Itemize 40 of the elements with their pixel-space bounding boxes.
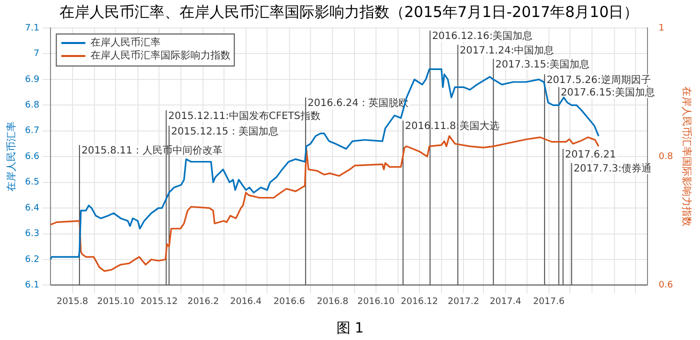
y-tick-label: 6.5: [24, 178, 40, 188]
x-tick-label: 2016.8: [316, 296, 349, 307]
x-tick-label: 2017.4: [490, 296, 522, 307]
x-tick-label: 2016.10: [357, 296, 395, 307]
ref-line-label: 2017.5.26:逆周期因子: [546, 74, 651, 86]
y-tick-label: 6.6: [24, 152, 40, 162]
ref-line-label: 2016.12.16:美国加息: [432, 30, 533, 42]
ref-line-label: 2017.7.3:债券通: [574, 162, 652, 175]
x-tick-label: 2017.2: [448, 296, 480, 307]
legend-label: 在岸人民币汇率国际影响力指数: [90, 50, 230, 62]
x-tick-label: 2016.12: [400, 296, 438, 307]
x-tick-label: 2015.10: [97, 296, 135, 307]
y-tick-label: 6.8: [24, 100, 40, 111]
x-tick-label: 2016.2: [187, 296, 219, 307]
ref-line-label: 2017.6.21: [565, 149, 616, 160]
y-tick-label: 6.3: [24, 229, 40, 240]
y-axis-title: 在岸人民币汇率: [6, 122, 18, 192]
x-tick-label: 2016.6: [274, 296, 306, 307]
y-tick-label: 6.9: [24, 74, 40, 85]
x-tick-label: 2015.8: [56, 296, 88, 307]
x-tick-label: 2015.12: [140, 296, 178, 307]
y-tick-label: 7.1: [24, 23, 40, 34]
y-tick-label: 7: [34, 49, 40, 60]
y-tick-label: 6.4: [24, 203, 40, 214]
ref-line-label: 2017.1.24:中国加息: [460, 44, 554, 56]
y2-tick-label: 0.8: [658, 152, 674, 162]
x-tick-label: 2016.4: [230, 296, 262, 307]
y-tick-label: 6.2: [24, 254, 40, 265]
y-tick-label: 6.1: [24, 280, 40, 291]
ref-line-label: 2017.3.15:美国加息: [495, 58, 590, 70]
y2-tick-label: 0.6: [658, 280, 674, 291]
y2-tick-label: 1: [658, 23, 664, 34]
chart-title: 在岸人民币汇率、在岸人民币汇率国际影响力指数（2015年7月1日-2017年8月10日）: [59, 2, 639, 21]
ref-line-label: 2015.12.15：美国加息: [171, 125, 278, 138]
caption: 图 1: [336, 320, 364, 337]
legend-label: 在岸人民币汇率: [90, 36, 160, 49]
ref-line-label: 2017.6.15:美国加息: [560, 86, 656, 99]
y2-axis-title: 在岸人民币汇率国际影响力指数: [680, 86, 692, 227]
x-tick-label: 2017.6: [533, 296, 565, 307]
y-tick-label: 6.7: [24, 126, 40, 136]
